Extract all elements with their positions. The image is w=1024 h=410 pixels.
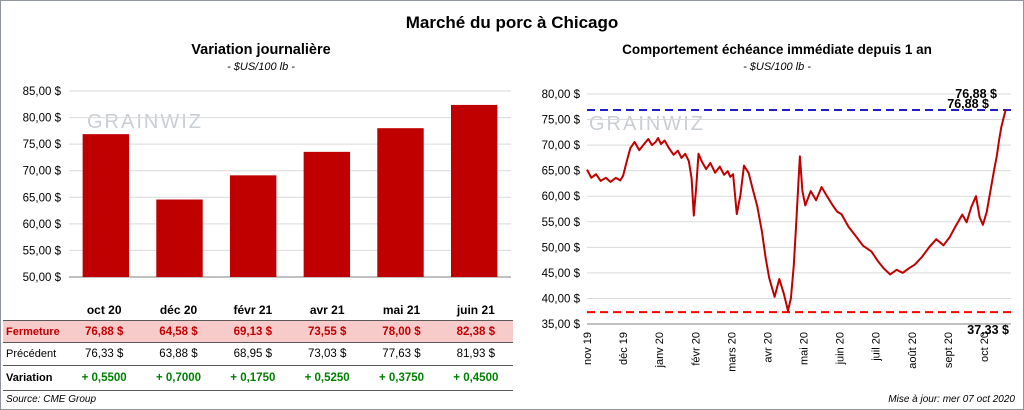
y-tick-label: 80,00 $: [542, 89, 581, 101]
close-value: 76,88 $: [84, 325, 124, 338]
previous-value: 73,03 $: [307, 348, 347, 360]
bar-chart: 85,00 $ 80,00 $ 75,00 $ 70,00 $ 65,00 $ 60,00…: [23, 86, 511, 284]
close-value: 82,38 $: [456, 325, 496, 338]
variation-value: + 0,1750: [230, 372, 276, 384]
x-tick-label: août 20: [907, 332, 919, 369]
x-tick-label: mars 20: [726, 332, 738, 372]
y-tick-label: 75,00 $: [23, 139, 62, 151]
grainwiz-watermark: GRAINWIZ: [589, 113, 705, 135]
y-tick-label: 40,00 $: [542, 293, 581, 305]
close-value: 69,13 $: [233, 325, 273, 338]
row-label-precedent: Précédent: [6, 348, 57, 360]
table-row-variation: Variation + 0,5500 + 0,7000 + 0,1750 + 0…: [3, 366, 513, 391]
category-label: juin 21: [456, 302, 495, 317]
variation-value: + 0,5500: [81, 372, 127, 384]
row-label-fermeture: Fermeture: [6, 325, 60, 338]
close-value: 73,55 $: [307, 325, 347, 338]
y-tick-label: 50,00 $: [23, 272, 62, 284]
variation-value: + 0,4500: [453, 372, 499, 384]
y-tick-label: 85,00 $: [23, 86, 62, 98]
high-value-label-2: 76,88 $: [947, 97, 989, 111]
line-chart-title: Comportement échéance immédiate depuis 1…: [622, 42, 932, 57]
line-chart-subtitle: - $US/100 lb -: [743, 61, 811, 73]
variation-value: + 0,7000: [155, 372, 202, 384]
line-chart: 80,00 $ 75,00 $ 70,00 $ 65,00 $ 60,00 $ 55,00…: [542, 87, 1011, 372]
table-row-fermeture: Fermeture 76,88 $ 64,58 $ 69,13 $ 73,55 …: [3, 320, 513, 343]
table-row-precedent: Précédent 76,33 $ 63,88 $ 68,95 $ 73,03 …: [3, 343, 513, 366]
price-line: [586, 109, 1007, 312]
category-label: févr 21: [233, 302, 273, 317]
y-tick-label: 35,00 $: [542, 319, 581, 331]
bar-avr 21: [303, 151, 351, 277]
bar-déc 20: [156, 199, 203, 277]
y-tick-label: 65,00 $: [23, 192, 62, 204]
x-tick-label: oct 20: [979, 332, 991, 362]
bar-mai 21: [377, 128, 424, 277]
variation-value: + 0,3750: [378, 372, 425, 384]
bar-chart-title: Variation journalière: [191, 42, 331, 58]
category-label: mai 21: [382, 302, 421, 317]
previous-value: 63,88 $: [159, 348, 198, 360]
row-label-variation: Variation: [6, 372, 53, 384]
previous-value: 77,63 $: [382, 348, 421, 360]
y-tick-label: 80,00 $: [23, 113, 62, 125]
bar-oct 20: [82, 134, 130, 277]
y-tick-label: 70,00 $: [542, 140, 581, 152]
previous-value: 81,93 $: [456, 348, 496, 360]
x-tick-label: juil 20: [871, 332, 883, 362]
low-value-label: 37,33 $: [967, 323, 1009, 337]
page-title: Marché du porc à Chicago: [405, 13, 619, 32]
y-tick-label: 55,00 $: [23, 245, 62, 257]
y-tick-label: 45,00 $: [542, 268, 581, 280]
previous-value: 68,95 $: [233, 348, 273, 360]
bar-chart-subtitle: - $US/100 lb -: [227, 61, 295, 73]
grainwiz-watermark: GRAINWIZ: [87, 111, 203, 133]
price-table: oct 20 déc 20 févr 21 avr 21 mai 21 juin…: [3, 299, 513, 391]
x-tick-label: nov 19: [582, 332, 594, 365]
y-tick-label: 55,00 $: [542, 217, 581, 229]
x-tick-label: juin 20: [835, 332, 847, 365]
y-tick-label: 60,00 $: [23, 219, 62, 231]
x-tick-label: sept 20: [943, 332, 955, 368]
high-value-label: 76,88 $: [955, 87, 997, 101]
x-tick-label: déc 19: [618, 332, 630, 365]
y-tick-label: 75,00 $: [542, 115, 581, 127]
x-tick-label: janv 20: [654, 332, 666, 368]
x-tick-label: févr 20: [690, 332, 702, 366]
category-label: déc 20: [159, 302, 198, 317]
bar-juin 21: [450, 104, 498, 277]
x-tick-label: avr 20: [762, 332, 774, 363]
source-note: Source: CME Group: [6, 394, 97, 405]
category-label: avr 21: [309, 302, 345, 317]
close-value: 78,00 $: [382, 325, 421, 338]
y-tick-label: 60,00 $: [542, 191, 581, 203]
table-header-row: oct 20 déc 20 févr 21 avr 21 mai 21 juin…: [3, 299, 513, 320]
previous-value: 76,33 $: [84, 348, 124, 360]
bar-févr 21: [229, 175, 277, 277]
y-tick-label: 65,00 $: [542, 166, 581, 178]
variation-value: + 0,5250: [304, 372, 350, 384]
update-note: Mise à jour: mer 07 oct 2020: [888, 394, 1015, 405]
x-tick-label: mai 20: [799, 332, 811, 365]
close-value: 64,58 $: [159, 325, 198, 338]
category-label: oct 20: [86, 302, 122, 317]
y-tick-label: 70,00 $: [23, 166, 62, 178]
y-tick-label: 50,00 $: [542, 242, 581, 254]
